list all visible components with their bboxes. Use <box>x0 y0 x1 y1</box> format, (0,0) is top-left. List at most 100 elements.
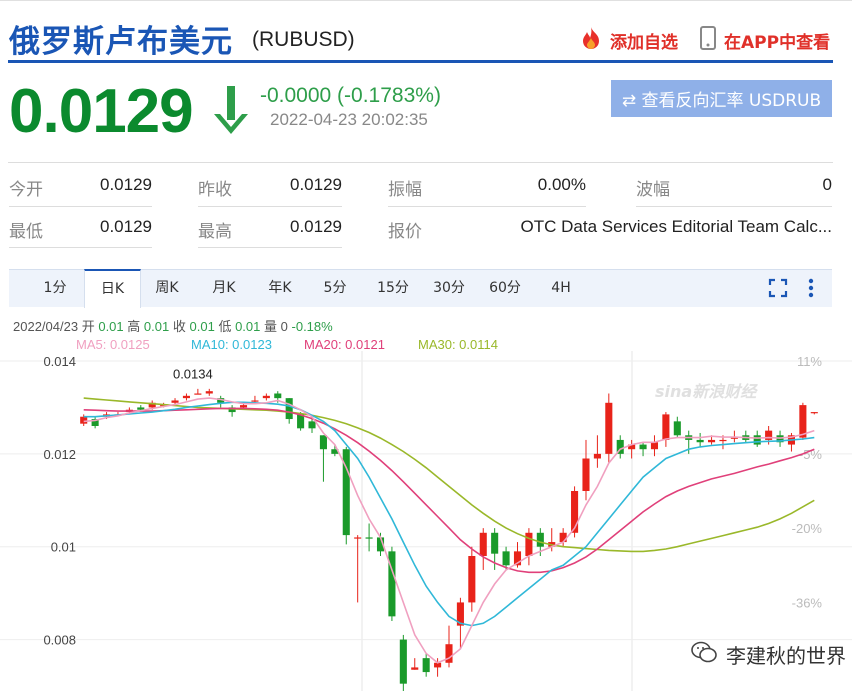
candle <box>205 391 213 394</box>
open-value: 0.0129 <box>100 175 152 194</box>
candle <box>810 412 818 414</box>
stat-divider <box>9 247 152 248</box>
ohlc-open-label: 开 <box>81 319 95 334</box>
header-divider <box>8 60 833 63</box>
candle <box>285 398 293 420</box>
candle <box>513 551 522 566</box>
watermark: 李建秋的世界 <box>690 640 846 669</box>
candle <box>765 430 773 440</box>
sina-logo: sina新浪财经 <box>655 382 757 401</box>
candle <box>468 556 476 603</box>
tab-15min[interactable]: 15分 <box>377 280 409 296</box>
candle <box>182 395 190 399</box>
quote-source-label: 报价 <box>388 222 422 242</box>
view-in-app-button[interactable]: 在APP中查看 <box>700 26 830 55</box>
tab-weekly[interactable]: 周K <box>155 280 179 296</box>
candle <box>148 402 156 408</box>
tab-5min[interactable]: 5分 <box>323 280 347 296</box>
candle <box>650 442 659 450</box>
candlestick-chart[interactable]: 0.014 0.012 0.01 0.008 11% -5% -20% -36% 0.0134 <box>0 351 852 691</box>
ohlc-date: 2022/04/23 <box>13 319 79 334</box>
candle <box>331 449 339 454</box>
stat-divider <box>198 247 342 248</box>
stats-divider <box>8 162 833 163</box>
candle <box>799 405 807 438</box>
y-tick-label: 0.012 <box>43 447 76 462</box>
more-options-icon[interactable] <box>807 277 815 303</box>
quote-time: 2022-04-23 20:02:35 <box>270 110 428 129</box>
candle <box>399 639 407 684</box>
max-price-label: 0.0134 <box>173 367 213 382</box>
ohlc-volume: 0 <box>280 319 288 334</box>
tab-30min[interactable]: 30分 <box>433 280 465 296</box>
stat-divider <box>198 206 342 207</box>
add-favorite-button[interactable]: 添加自选 <box>578 26 678 55</box>
tab-daily[interactable]: 日K <box>84 269 141 308</box>
amplitude-label: 振幅 <box>388 180 422 200</box>
ma5-line <box>83 397 815 664</box>
currency-code: (RUBUSD) <box>252 28 355 51</box>
candle <box>217 398 225 403</box>
reverse-rate-button[interactable]: ⇄ 查看反向汇率 USDRUB <box>611 80 832 117</box>
candle <box>308 421 316 429</box>
watermark-text: 李建秋的世界 <box>726 644 846 668</box>
stat-divider <box>388 206 586 207</box>
ohlc-low: 0.01 <box>235 319 261 334</box>
candle <box>297 414 305 429</box>
down-arrow-icon <box>212 84 250 140</box>
candle <box>571 491 579 533</box>
ohlc-high-label: 高 <box>127 319 141 334</box>
ohlc-summary: 2022/04/23 开 0.01 高 0.01 收 0.01 低 0.01 量… <box>13 316 333 335</box>
candle <box>239 405 248 408</box>
open-label: 今开 <box>9 180 43 200</box>
ohlc-low-label: 低 <box>218 319 232 334</box>
phone-icon <box>700 26 716 55</box>
candle <box>422 658 430 673</box>
period-tabs: 1分 日K 周K 月K 年K 5分 15分 30分 60分 4H <box>9 269 832 308</box>
fullscreen-icon[interactable] <box>768 278 788 302</box>
candle <box>628 444 636 450</box>
candle <box>559 532 567 543</box>
y-tick-label: 0.008 <box>43 633 76 648</box>
ohlc-high: 0.01 <box>143 319 170 334</box>
tab-60min[interactable]: 60分 <box>489 280 521 296</box>
ma20-legend: MA20: 0.0121 <box>304 337 385 352</box>
tab-monthly[interactable]: 月K <box>212 280 236 296</box>
candle <box>411 667 419 670</box>
candle <box>582 458 590 491</box>
tab-1min[interactable]: 1分 <box>43 280 67 296</box>
ohlc-open: 0.01 <box>98 319 124 334</box>
candle <box>274 393 282 399</box>
prev-close-label: 昨收 <box>198 180 232 200</box>
candle <box>730 437 738 439</box>
candle <box>639 444 647 450</box>
candle <box>696 439 704 443</box>
tab-4h[interactable]: 4H <box>551 280 571 296</box>
candle <box>719 439 727 442</box>
candle <box>319 435 327 450</box>
candle <box>525 532 533 556</box>
volatility-value: 0 <box>822 175 832 194</box>
ma20-line <box>83 407 815 574</box>
ohlc-close: 0.01 <box>189 319 215 334</box>
candle <box>593 453 601 459</box>
ma5-legend: MA5: 0.0125 <box>76 337 150 352</box>
high-value: 0.0129 <box>290 217 342 236</box>
candle <box>479 532 487 556</box>
prev-close-value: 0.0129 <box>290 175 342 194</box>
candle <box>753 435 761 445</box>
candle <box>171 400 179 403</box>
candle <box>342 449 350 536</box>
current-price: 0.0129 <box>9 77 194 146</box>
ma10-line <box>83 401 815 627</box>
tab-yearly[interactable]: 年K <box>268 280 292 296</box>
candle <box>616 439 624 454</box>
view-in-app-label: 在APP中查看 <box>724 33 831 53</box>
candle <box>673 421 681 436</box>
ohlc-volume-label: 量 <box>264 319 278 334</box>
ohlc-change: -0.18% <box>291 319 333 334</box>
flame-icon <box>578 26 604 55</box>
candle <box>708 439 716 443</box>
candle <box>228 407 236 413</box>
ma10-legend: MA10: 0.0123 <box>191 337 272 352</box>
